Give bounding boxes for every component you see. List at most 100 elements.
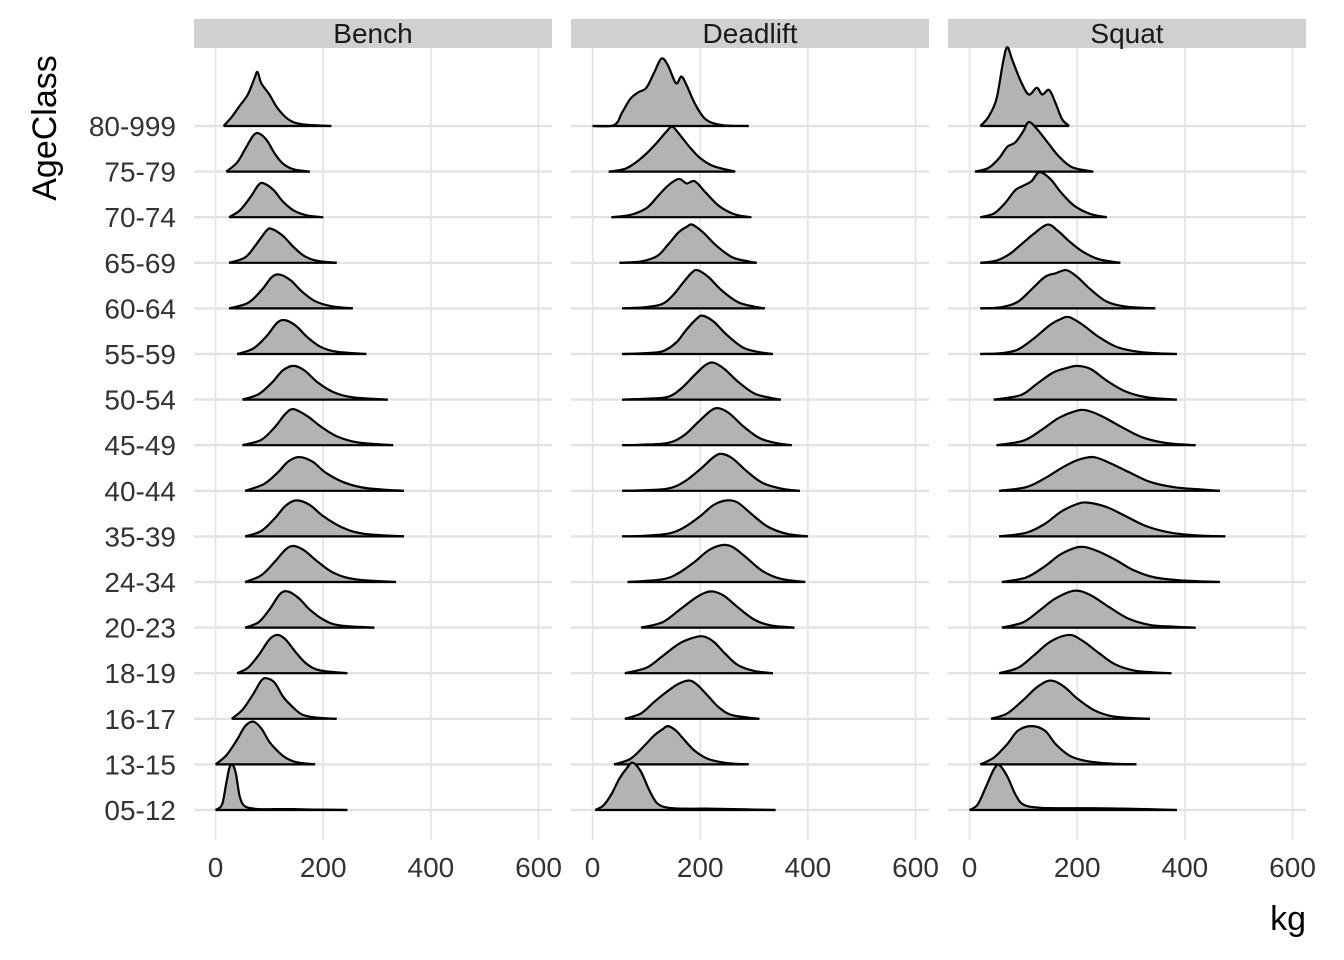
x-tick-label: 600 — [1269, 852, 1316, 883]
ridge-area-16-17 — [991, 680, 1150, 719]
ridge-area-45-49 — [996, 409, 1196, 446]
ridge-area-70-74 — [228, 182, 324, 218]
ridge-line-35-39 — [622, 499, 809, 538]
ridge-area-50-54 — [622, 362, 781, 400]
y-tick-label: 16-17 — [104, 704, 176, 735]
y-tick-label: 40-44 — [104, 476, 176, 507]
ridge-area-16-17 — [624, 680, 760, 719]
ridge-line-60-64 — [622, 268, 765, 310]
ridge-area-60-64 — [980, 270, 1156, 309]
y-axis-tick-labels: 05-12 13-15 16-17 18-19 20-23 24-34 35-39 40-44… — [89, 111, 176, 826]
ridge-line-70-74 — [611, 177, 752, 219]
ridge-line-80-999 — [222, 70, 332, 128]
ridge-line-50-54 — [993, 364, 1177, 401]
x-tick-label: 200 — [677, 852, 724, 883]
facet-strip-label: Deadlift — [703, 18, 798, 49]
ridge-area-45-49 — [622, 408, 792, 446]
ridge-line-50-54 — [622, 361, 782, 401]
ridge-area-50-54 — [993, 365, 1177, 400]
y-tick-label: 65-69 — [104, 248, 176, 279]
ridge-area-40-44 — [245, 457, 404, 491]
ridge-line-45-49 — [996, 408, 1196, 447]
ridge-line-70-74 — [980, 171, 1108, 219]
ridge-line-40-44 — [998, 455, 1220, 492]
ridge-line-24-34 — [627, 543, 806, 584]
ridge-line-24-34 — [244, 544, 396, 584]
x-tick-label: 400 — [1162, 852, 1209, 883]
ridge-area-75-79 — [608, 126, 736, 172]
ridge-area-70-74 — [611, 178, 752, 218]
ridge-area-60-64 — [622, 269, 765, 309]
ridge-area-80-999 — [980, 47, 1070, 126]
ridge-area-45-49 — [242, 409, 394, 446]
ridge-line-45-49 — [622, 406, 792, 447]
y-tick-label: 50-54 — [104, 385, 176, 416]
facet-panel-squat: Squat 0 200 400 600 — [948, 18, 1316, 883]
y-tick-label: 60-64 — [104, 293, 176, 324]
facet-panel-deadlift: Deadlift 0 200 400 600 — [571, 18, 939, 883]
ridge-line-13-15 — [979, 725, 1137, 766]
y-tick-label: 55-59 — [104, 339, 176, 370]
ridge-line-50-54 — [242, 364, 388, 401]
y-axis-title: AgeClass — [26, 55, 64, 201]
ridge-area-65-69 — [228, 228, 337, 263]
y-tick-label: 75-79 — [104, 157, 176, 188]
ridge-area-65-69 — [980, 224, 1121, 263]
ridge-line-65-69 — [619, 223, 757, 264]
y-tick-label: 80-999 — [89, 111, 176, 142]
ridge-area-80-999 — [592, 58, 749, 127]
ridge-area-05-12 — [215, 764, 348, 810]
ridge-area-13-15 — [215, 721, 316, 765]
ridge-area-35-39 — [999, 502, 1226, 537]
ridge-line-13-15 — [214, 720, 316, 766]
x-tick-label: 200 — [300, 852, 347, 883]
ridge-area-05-12 — [595, 762, 776, 810]
ridge-area-18-19 — [999, 634, 1172, 674]
y-tick-label: 05-12 — [104, 795, 176, 826]
x-tick-label: 400 — [785, 852, 832, 883]
ridge-line-35-39 — [244, 499, 405, 538]
ridge-area-05-12 — [969, 764, 1177, 810]
ridge-area-65-69 — [619, 224, 757, 263]
x-tick-label: 0 — [208, 852, 224, 883]
ridge-area-20-23 — [245, 591, 375, 628]
ridge-area-24-34 — [627, 544, 806, 582]
ridge-area-60-64 — [228, 274, 353, 309]
ridge-line-18-19 — [624, 635, 774, 675]
y-tick-label: 70-74 — [104, 202, 176, 233]
ridge-line-16-17 — [990, 679, 1150, 720]
y-tick-label: 24-34 — [104, 567, 176, 598]
y-tick-label: 13-15 — [104, 749, 176, 780]
ridge-line-55-59 — [236, 318, 367, 356]
ridge-line-80-999 — [979, 46, 1070, 127]
x-tick-label: 600 — [515, 852, 562, 883]
ridge-line-20-23 — [1001, 589, 1196, 629]
ridge-area-55-59 — [622, 315, 773, 354]
ridge-line-35-39 — [998, 501, 1226, 538]
ridge-line-18-19 — [236, 633, 348, 675]
ridge-area-75-79 — [226, 133, 310, 172]
ridge-area-70-74 — [980, 172, 1107, 218]
ridge-line-40-44 — [622, 452, 800, 492]
ridge-area-24-34 — [1001, 546, 1220, 582]
y-tick-label: 18-19 — [104, 658, 176, 689]
ridge-area-20-23 — [640, 591, 795, 628]
ridge-line-60-64 — [980, 268, 1156, 310]
ridge-line-18-19 — [998, 633, 1172, 675]
ridge-area-55-59 — [237, 319, 367, 354]
ridge-area-75-79 — [974, 122, 1094, 172]
y-tick-label: 45-49 — [104, 430, 176, 461]
ridge-line-75-79 — [225, 131, 310, 173]
x-tick-label: 200 — [1054, 852, 1101, 883]
ridge-line-70-74 — [228, 181, 324, 219]
ridge-area-40-44 — [999, 456, 1220, 491]
ridge-area-20-23 — [1001, 590, 1196, 628]
ridge-line-75-79 — [608, 125, 736, 173]
x-tick-label: 0 — [962, 852, 978, 883]
facet-strip — [571, 19, 929, 48]
ridge-area-55-59 — [980, 316, 1177, 354]
x-tick-label: 600 — [892, 852, 939, 883]
facet-strip-label: Bench — [333, 18, 412, 49]
ridge-line-65-69 — [980, 223, 1121, 264]
